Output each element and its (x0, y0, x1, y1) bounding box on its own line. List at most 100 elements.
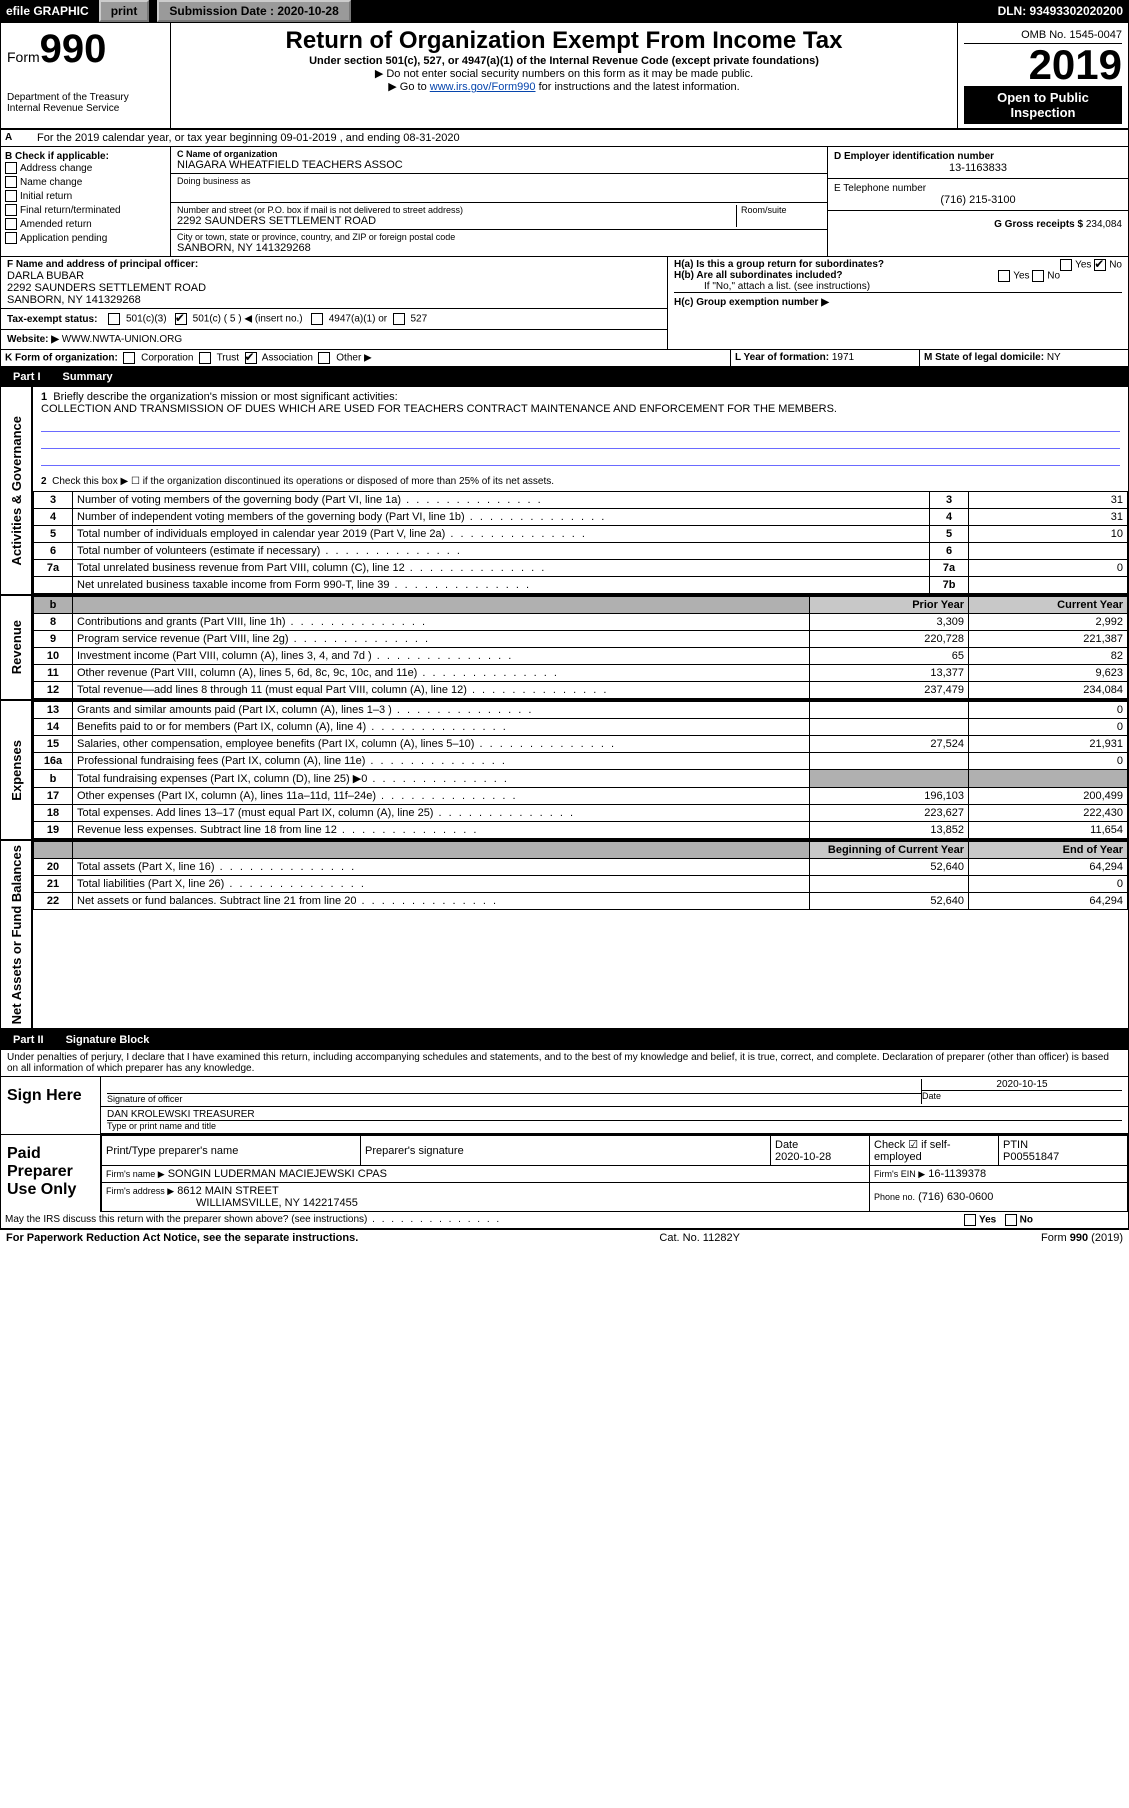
side-revenue: Revenue (1, 596, 33, 699)
ag-row: Net unrelated business taxable income fr… (34, 577, 1128, 594)
ha-no[interactable] (1094, 259, 1106, 271)
open-to-public: Open to Public Inspection (964, 86, 1122, 124)
fhij-block: F Name and address of principal officer:… (1, 257, 1128, 350)
sign-here-cells: Signature of officer 2020-10-15 Date DAN… (101, 1077, 1128, 1134)
opt-4947: 4947(a)(1) or (329, 314, 387, 325)
curr-val: 21,931 (969, 736, 1128, 753)
cb-address-change[interactable]: Address change (5, 162, 166, 176)
part-ii-sub: Signature Block (66, 1034, 150, 1046)
side-net: Net Assets or Fund Balances (1, 841, 33, 1028)
data-row: bTotal fundraising expenses (Part IX, co… (34, 770, 1128, 788)
paid-preparer-cells: Print/Type preparer's name Preparer's si… (101, 1135, 1128, 1212)
dept-irs: Internal Revenue Service (7, 103, 164, 114)
cb-initial-return[interactable]: Initial return (5, 190, 166, 204)
line-a: A For the 2019 calendar year, or tax yea… (1, 130, 1128, 147)
prep-name-label: Print/Type preparer's name (102, 1136, 361, 1166)
room-label: Room/suite (736, 205, 821, 227)
i-label: Tax-exempt status: (7, 314, 97, 325)
ptin-value: P00551847 (1003, 1151, 1059, 1163)
row-desc: Other revenue (Part VIII, column (A), li… (73, 665, 810, 682)
row-desc: Contributions and grants (Part VIII, lin… (73, 614, 810, 631)
discuss-row: May the IRS discuss this return with the… (1, 1212, 1128, 1229)
city-cell: City or town, state or province, country… (171, 230, 827, 256)
submission-date-button[interactable]: Submission Date : 2020-10-28 (157, 0, 350, 22)
ein-label: D Employer identification number (834, 151, 1122, 162)
row-box: 7a (930, 560, 969, 577)
prior-val (810, 702, 969, 719)
hb-no[interactable] (1032, 270, 1044, 282)
prior-val (810, 719, 969, 736)
discuss-no[interactable] (1005, 1214, 1017, 1226)
curr-val: 2,992 (969, 614, 1128, 631)
data-row: 20Total assets (Part X, line 16)52,64064… (34, 859, 1128, 876)
row-num: 5 (34, 526, 73, 543)
instructions-link[interactable]: www.irs.gov/Form990 (430, 81, 536, 93)
prior-val (810, 753, 969, 770)
box-i: Tax-exempt status: 501(c)(3) 501(c) ( 5 … (1, 309, 667, 330)
sub3-pre: ▶ Go to (388, 81, 429, 93)
cb-4947[interactable] (311, 313, 323, 325)
data-row: 13Grants and similar amounts paid (Part … (34, 702, 1128, 719)
l2-text: Check this box ▶ ☐ if the organization d… (52, 476, 554, 487)
data-row: 8Contributions and grants (Part VIII, li… (34, 614, 1128, 631)
row-val: 31 (969, 492, 1128, 509)
cb-other[interactable] (318, 352, 330, 364)
row-desc: Revenue less expenses. Subtract line 18 … (73, 822, 810, 839)
cb-amended[interactable]: Amended return (5, 218, 166, 232)
col-prior: Prior Year (810, 597, 969, 614)
mission-text: COLLECTION AND TRANSMISSION OF DUES WHIC… (41, 403, 837, 415)
expenses-table: 13Grants and similar amounts paid (Part … (33, 701, 1128, 839)
row-desc: Total number of individuals employed in … (73, 526, 930, 543)
sub3-post: for instructions and the latest informat… (536, 81, 740, 93)
section-net-assets: Net Assets or Fund Balances Beginning of… (1, 841, 1128, 1030)
print-button[interactable]: print (99, 0, 150, 22)
perjury-declaration: Under penalties of perjury, I declare th… (1, 1050, 1128, 1076)
revenue-body: b Prior Year Current Year 8Contributions… (33, 596, 1128, 699)
data-row: 16aProfessional fundraising fees (Part I… (34, 753, 1128, 770)
prior-val: 220,728 (810, 631, 969, 648)
row-val (969, 577, 1128, 594)
officer-name: DARLA BUBAR (7, 270, 661, 282)
row-num: 20 (34, 859, 73, 876)
cb-trust[interactable] (199, 352, 211, 364)
cb-final-return[interactable]: Final return/terminated (5, 204, 166, 218)
hb-yes[interactable] (998, 270, 1010, 282)
row-val: 31 (969, 509, 1128, 526)
gross-label: G Gross receipts $ (994, 219, 1083, 230)
discuss-yes[interactable] (964, 1214, 976, 1226)
k-label: K Form of organization: (5, 353, 118, 364)
cb-501c[interactable] (175, 313, 187, 325)
type-name-label: Type or print name and title (107, 1120, 1122, 1131)
city-label: City or town, state or province, country… (177, 232, 821, 242)
tax-year: 2019 (964, 44, 1122, 86)
cb-corp[interactable] (123, 352, 135, 364)
cb-assoc[interactable] (245, 352, 257, 364)
side-activities: Activities & Governance (1, 387, 33, 594)
cb-application-pending[interactable]: Application pending (5, 232, 166, 246)
cb-501c3[interactable] (108, 313, 120, 325)
data-row: 22Net assets or fund balances. Subtract … (34, 893, 1128, 910)
net-hdr-spacer (73, 842, 810, 859)
sig-date-label: Date (922, 1090, 1122, 1101)
part-ii-header: Part II Signature Block (1, 1030, 1128, 1050)
row-desc: Total expenses. Add lines 13–17 (must eq… (73, 805, 810, 822)
phone-value: (716) 215-3100 (834, 194, 1122, 206)
prior-val: 52,640 (810, 859, 969, 876)
prior-val: 52,640 (810, 893, 969, 910)
row-val: 0 (969, 560, 1128, 577)
officer-sig-row: Signature of officer 2020-10-15 Date (101, 1077, 1128, 1107)
prior-val: 27,524 (810, 736, 969, 753)
phone-label: E Telephone number (834, 183, 1122, 194)
firm-phone-cell: Phone no. (716) 630-0600 (870, 1183, 1128, 1212)
cb-name-change[interactable]: Name change (5, 176, 166, 190)
gross-value: 234,084 (1086, 219, 1122, 230)
ha-yes[interactable] (1060, 259, 1072, 271)
mission-rule-3 (41, 451, 1120, 466)
box-k: K Form of organization: Corporation Trus… (1, 350, 730, 366)
box-deg: D Employer identification number 13-1163… (828, 147, 1128, 256)
row-desc: Benefits paid to or for members (Part IX… (73, 719, 810, 736)
cb-527[interactable] (393, 313, 405, 325)
subtitle-1: Under section 501(c), 527, or 4947(a)(1)… (177, 55, 951, 67)
efile-label: efile GRAPHIC (0, 4, 95, 18)
row-desc: Other expenses (Part IX, column (A), lin… (73, 788, 810, 805)
